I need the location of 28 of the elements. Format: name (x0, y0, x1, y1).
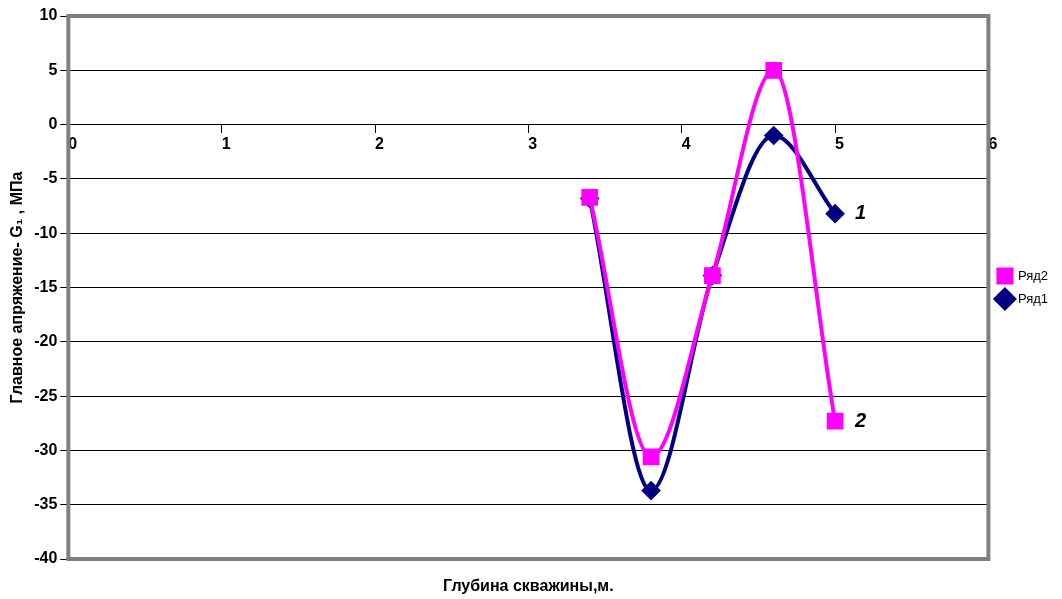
y-tick-label: 0 (48, 115, 58, 133)
x-tick-label: 2 (375, 134, 385, 152)
y-tick-label: 10 (39, 6, 58, 24)
point (765, 61, 783, 79)
y-tick-label: -25 (34, 386, 58, 404)
point (764, 126, 783, 145)
y-tick-label: -20 (34, 332, 58, 350)
annotation: 2 (854, 408, 867, 431)
y-tick-label: -30 (34, 440, 58, 458)
x-axis-title: Глубина скважины,м. (443, 577, 614, 595)
y-tick-label: 5 (48, 60, 58, 78)
legend-label: Ряд2 (1017, 267, 1049, 283)
legend-label: Ряд1 (1017, 290, 1049, 306)
y-tick-label: -10 (34, 223, 58, 241)
point (642, 481, 661, 500)
annotation: 1 (855, 201, 867, 224)
y-axis-title: Главное апряжение- G₁ , МПа (8, 171, 26, 404)
y-tick-label: -15 (34, 277, 58, 295)
y-tick-label: -35 (34, 495, 58, 513)
x-tick-label: 4 (681, 134, 691, 152)
x-tick-label: 5 (835, 134, 845, 152)
point (826, 412, 844, 430)
x-tick-label: 3 (528, 134, 538, 152)
point (826, 204, 845, 223)
y-tick-label: -40 (34, 549, 58, 567)
x-tick-label: 1 (221, 134, 231, 152)
y-tick-label: -5 (43, 169, 58, 187)
point (642, 448, 660, 466)
